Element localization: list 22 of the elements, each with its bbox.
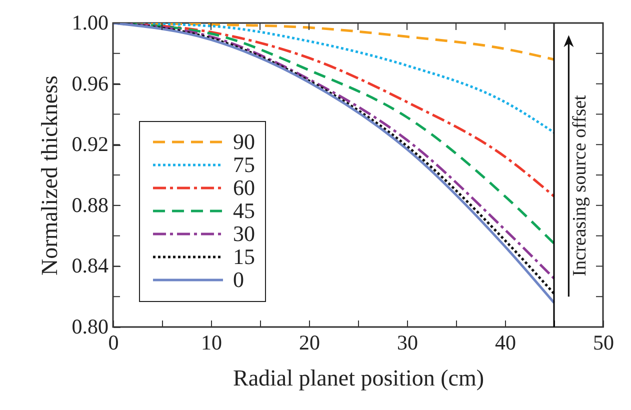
- x-axis-title: Radial planet position (cm): [232, 366, 484, 390]
- legend-label: 75: [233, 152, 255, 177]
- y-tick-label: 0.92: [72, 132, 108, 156]
- legend-label: 0: [233, 267, 244, 292]
- legend-label: 15: [233, 244, 255, 269]
- legend-label: 45: [233, 198, 255, 223]
- x-tick-label: 20: [299, 330, 320, 354]
- y-tick-label: 1.00: [72, 10, 108, 34]
- x-tick-label: 0: [108, 330, 119, 354]
- y-tick-label: 0.84: [72, 254, 109, 278]
- y-tick-label: 0.88: [72, 192, 108, 217]
- annotation: Increasing source offset: [569, 94, 590, 276]
- y-axis-title: Normalized thickness: [36, 76, 62, 276]
- y-tick-label: 0.80: [72, 314, 108, 338]
- legend-label: 90: [233, 129, 255, 154]
- x-tick-label: 50: [593, 330, 614, 354]
- legend-label: 60: [233, 175, 255, 200]
- x-tick-label: 10: [201, 330, 222, 354]
- x-tick-label: 40: [495, 330, 516, 354]
- x-tick-label: 30: [397, 330, 418, 354]
- y-tick-label: 0.96: [72, 71, 108, 96]
- legend-label: 30: [233, 221, 255, 246]
